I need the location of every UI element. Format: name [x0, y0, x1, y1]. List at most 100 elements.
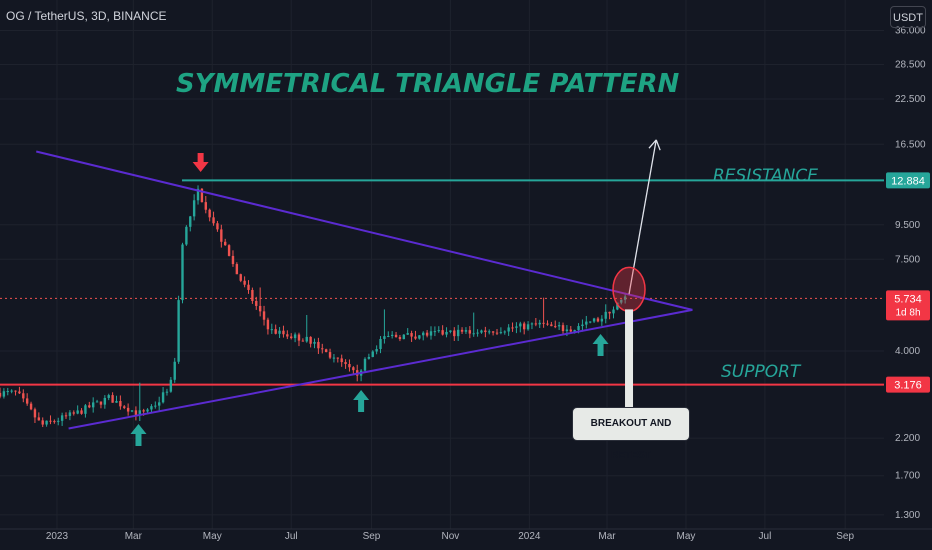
- candle-body: [390, 334, 394, 336]
- candle-body: [499, 332, 503, 334]
- candle-body: [507, 327, 510, 332]
- triangle-upper-trendline[interactable]: [36, 150, 693, 311]
- arrow-up-icon: [592, 334, 609, 356]
- candle-body: [208, 209, 211, 218]
- breakout-circle[interactable]: [612, 266, 646, 313]
- candle-body: [367, 356, 371, 359]
- candle-body: [472, 333, 475, 335]
- candle-body: [10, 390, 13, 392]
- candle-body: [476, 332, 479, 334]
- price-tick-label: 7.500: [895, 254, 920, 265]
- support-badge: 3.176: [886, 376, 930, 393]
- support-label: SUPPORT: [721, 362, 802, 382]
- candle-body: [410, 333, 413, 337]
- candle-body: [305, 336, 308, 342]
- candle-body: [0, 392, 2, 397]
- triangle-lower-trendline[interactable]: [68, 308, 693, 430]
- candle-body: [68, 412, 72, 416]
- candle-body: [604, 311, 607, 319]
- candle-body: [41, 420, 44, 425]
- arrow-down-icon: [192, 153, 209, 172]
- candle-body: [22, 393, 25, 399]
- candle-body: [126, 407, 130, 412]
- candle-body: [332, 357, 336, 359]
- candle-body: [224, 241, 227, 246]
- resistance-badge-text: 12.884: [891, 175, 925, 187]
- chart-title: SYMMETRICAL TRIANGLE PATTERN: [176, 69, 679, 99]
- candle-body: [2, 391, 6, 397]
- candle-body: [154, 405, 157, 407]
- candle-body: [336, 357, 340, 359]
- candle-body: [503, 331, 506, 333]
- candle-body: [18, 391, 21, 394]
- candle-body: [282, 330, 285, 335]
- candle-body: [460, 329, 464, 332]
- candle-body: [99, 401, 103, 405]
- candle-body: [530, 323, 534, 325]
- candle-body: [142, 410, 145, 412]
- price-axis[interactable]: 36.000 28.500 22.500 16.500 9.500 7.500 4.000 2…: [884, 0, 932, 550]
- candle-body: [398, 337, 402, 340]
- candle-body: [363, 358, 367, 371]
- candle-body: [297, 334, 301, 341]
- candle-body: [177, 300, 180, 362]
- candle-body: [181, 244, 184, 301]
- candle-body: [418, 335, 421, 339]
- candle-body: [592, 318, 596, 322]
- candle-body: [91, 402, 95, 408]
- candle-body: [14, 390, 17, 392]
- candle-body: [441, 330, 444, 335]
- candle-body: [429, 331, 433, 336]
- candle-body: [64, 415, 68, 417]
- candle-body: [522, 323, 526, 330]
- time-tick-label: Nov: [442, 531, 460, 542]
- candle-body: [511, 327, 514, 329]
- candle-body: [185, 226, 188, 245]
- candle-body: [445, 331, 448, 335]
- time-axis-bg: [0, 529, 932, 550]
- candle-body: [542, 322, 545, 324]
- time-tick-label: Jul: [285, 531, 298, 542]
- time-tick-label: Sep: [363, 531, 381, 542]
- candle-body: [49, 420, 52, 422]
- price-tick-label: 1.700: [895, 471, 920, 482]
- candle-body: [313, 341, 316, 344]
- currency-unit-button[interactable]: USDT: [890, 6, 926, 28]
- triangle-pattern[interactable]: [36, 150, 693, 430]
- candle-body: [103, 397, 107, 405]
- candle-body: [146, 409, 149, 412]
- price-tick-label: 2.200: [895, 433, 920, 444]
- candle-body: [150, 406, 153, 410]
- candle-body: [130, 410, 134, 412]
- candle-body: [134, 410, 138, 416]
- arrow-up-icon: [353, 390, 370, 412]
- candle-body: [169, 379, 173, 392]
- time-axis[interactable]: 2023 Mar May Jul Sep Nov 2024 Mar May Jul Sep: [0, 528, 932, 550]
- candle-body: [157, 402, 161, 406]
- time-tick-label: 2024: [518, 531, 541, 542]
- candle-body: [53, 421, 56, 423]
- candle-body: [72, 412, 75, 414]
- candle-body: [352, 367, 355, 371]
- candle-body: [25, 398, 29, 404]
- candle-body: [286, 334, 289, 337]
- candle-body: [80, 410, 83, 414]
- candle-body: [425, 332, 429, 336]
- candle-body: [270, 329, 274, 331]
- candle-body: [383, 336, 386, 339]
- breakout-callout: BREAKOUT AND RETEST: [572, 407, 690, 461]
- candle-body: [227, 245, 231, 256]
- candle-body: [161, 392, 165, 403]
- markers: [130, 139, 661, 446]
- candle-body: [328, 352, 332, 358]
- candle-body: [375, 348, 378, 352]
- candle-body: [243, 280, 246, 285]
- candle-body: [95, 401, 99, 403]
- candle-body: [6, 391, 9, 393]
- symbol-title: OG / TetherUS, 3D, BINANCE: [6, 9, 167, 23]
- candle-body: [231, 255, 235, 265]
- price-badge: 5.734 1d 8h: [886, 290, 930, 321]
- candle-body: [414, 336, 417, 339]
- candle-body: [596, 318, 600, 322]
